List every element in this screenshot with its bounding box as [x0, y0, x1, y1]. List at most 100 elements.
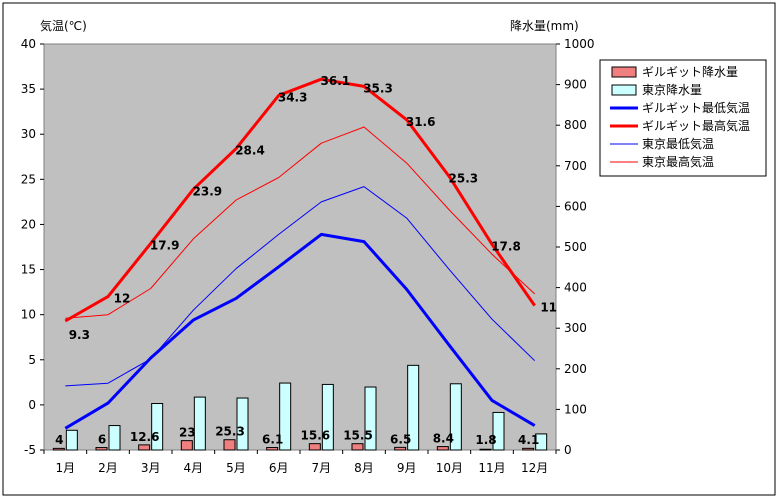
max-temp-data-label: 34.3 — [278, 90, 308, 104]
bar-tokyo-precip — [492, 411, 505, 451]
y-right-tick-label: 400 — [564, 281, 587, 295]
bar-tokyo-precip — [236, 397, 249, 451]
precip-data-label: 15.5 — [343, 429, 373, 443]
y-right-tick-label: 800 — [564, 118, 587, 132]
precip-data-label: 1.8 — [475, 433, 496, 447]
bar-gilgit-precip — [52, 447, 65, 451]
y-right-tick-label: 0 — [564, 443, 572, 457]
x-tick-label: 8月 — [354, 461, 374, 475]
bar-gilgit-precip — [522, 447, 535, 451]
bar-gilgit-precip — [266, 447, 279, 451]
y-right-tick-label: 1000 — [564, 37, 595, 51]
axes-layer: 気温(℃) 降水量(mm) -5051015202530354001002003… — [21, 18, 595, 475]
lines-layer — [64, 77, 536, 430]
bar-tokyo-precip — [279, 382, 292, 451]
y-right-tick-label: 300 — [564, 321, 587, 335]
precip-data-label: 6.5 — [390, 432, 411, 446]
legend-entry: ギルギット降水量 — [642, 65, 738, 79]
max-temp-data-label: 23.9 — [193, 184, 223, 198]
x-tick-label: 12月 — [521, 461, 548, 475]
legend-box — [599, 59, 767, 177]
x-tick-label: 2月 — [98, 461, 118, 475]
line-gilgit-min-temp — [64, 232, 536, 430]
bar-tokyo-precip — [193, 396, 206, 451]
bar-tokyo-precip — [407, 364, 420, 451]
x-tick-label: 3月 — [141, 461, 161, 475]
y-left-tick-label: -5 — [24, 443, 36, 457]
precip-data-label: 25.3 — [215, 425, 245, 439]
max-temp-data-label: 9.3 — [69, 328, 90, 342]
y-right-tick-label: 900 — [564, 78, 587, 92]
max-temp-data-label: 17.9 — [150, 238, 180, 252]
legend-entry: 東京最低気温 — [642, 136, 714, 151]
y-left-axis-title: 気温(℃) — [40, 18, 87, 33]
x-tick-label: 11月 — [478, 461, 505, 475]
y-right-tick-label: 500 — [564, 240, 587, 254]
x-tick-label: 5月 — [226, 461, 246, 475]
max-temp-data-label: 17.8 — [491, 239, 521, 253]
max-temp-data-label: 31.6 — [406, 115, 436, 129]
legend: ギルギット降水量東京降水量ギルギット最低気温ギルギット最高気温東京最低気温東京最… — [599, 59, 767, 177]
bar-tokyo-precip — [535, 433, 548, 451]
y-left-tick-label: 25 — [21, 172, 36, 186]
max-temp-data-label: 28.4 — [235, 144, 265, 158]
y-right-tick-label: 600 — [564, 199, 587, 213]
legend-entry: ギルギット最高気温 — [642, 118, 750, 133]
y-left-tick-label: 40 — [21, 37, 36, 51]
bar-tokyo-precip — [449, 383, 462, 451]
x-tick-label: 1月 — [56, 461, 76, 475]
legend-entry: ギルギット最低気温 — [642, 100, 750, 115]
bar-gilgit-precip — [180, 440, 193, 451]
max-temp-data-label: 25.3 — [449, 172, 479, 186]
x-tick-label: 7月 — [312, 461, 332, 475]
y-left-tick-label: 20 — [21, 217, 36, 231]
bar-gilgit-precip — [351, 443, 364, 451]
y-left-tick-label: 15 — [21, 263, 36, 277]
precip-data-label: 12.6 — [130, 430, 160, 444]
bar-tokyo-precip — [65, 429, 78, 451]
y-left-tick-label: 5 — [28, 353, 36, 367]
precip-data-label: 4.1 — [518, 433, 539, 447]
precip-data-label: 8.4 — [433, 432, 454, 446]
bars-layer — [52, 364, 548, 451]
bar-gilgit-precip — [394, 446, 407, 451]
precip-data-label: 6 — [98, 433, 106, 447]
data-labels-layer: 4 6 12.6 23 25.3 6.1 15.6 15.5 6.5 8.4 1.8 4.1 9.3 12… — [55, 74, 557, 447]
legend-entry: 東京最高気温 — [642, 154, 714, 169]
bar-gilgit-precip — [223, 439, 236, 451]
bar-gilgit-precip — [138, 444, 151, 451]
legend-entry: 東京降水量 — [642, 83, 702, 97]
y-left-tick-label: 35 — [21, 82, 36, 96]
line-gilgit-max-temp — [64, 77, 536, 323]
y-right-tick-label: 100 — [564, 402, 587, 416]
legend-swatch — [611, 66, 637, 78]
x-tick-label: 10月 — [436, 461, 463, 475]
line-tokyo-min-temp — [65, 186, 536, 387]
y-right-axis-title: 降水量(mm) — [510, 19, 579, 33]
precip-data-label: 4 — [55, 433, 63, 447]
bar-gilgit-precip — [479, 448, 492, 451]
bar-gilgit-precip — [95, 447, 108, 451]
x-tick-label: 4月 — [184, 461, 204, 475]
x-tick-label: 6月 — [269, 461, 289, 475]
max-temp-data-label: 36.1 — [321, 74, 351, 88]
legend-swatch — [611, 84, 637, 96]
max-temp-data-label: 12 — [114, 292, 131, 306]
x-tick-label: 9月 — [397, 461, 417, 475]
precip-data-label: 6.1 — [262, 433, 283, 447]
bar-gilgit-precip — [308, 443, 321, 451]
max-temp-data-label: 11 — [540, 301, 557, 315]
y-right-tick-label: 700 — [564, 159, 587, 173]
precip-data-label: 23 — [179, 426, 196, 440]
y-right-tick-label: 200 — [564, 362, 587, 376]
bar-tokyo-precip — [151, 403, 164, 451]
precip-data-label: 15.6 — [301, 429, 331, 443]
y-left-tick-label: 10 — [21, 308, 36, 322]
y-left-tick-label: 0 — [28, 398, 36, 412]
bar-tokyo-precip — [108, 425, 121, 451]
bar-tokyo-precip — [364, 386, 377, 451]
line-tokyo-max-temp — [65, 126, 536, 319]
bar-tokyo-precip — [321, 383, 334, 451]
